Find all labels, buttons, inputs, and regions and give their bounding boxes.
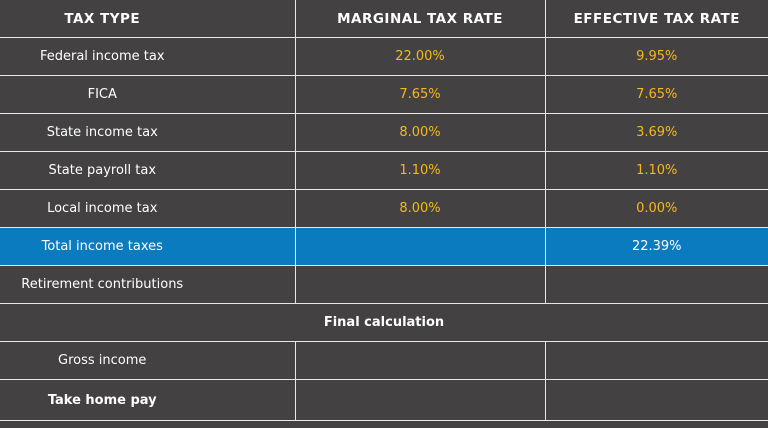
marginal-rate: 8.00%: [294, 189, 546, 228]
empty-cell: [294, 265, 546, 304]
marginal-rate: 8.00%: [294, 113, 546, 152]
tax-row: Federal income tax 22.00% 9.95%: [0, 37, 768, 76]
rows: Federal income tax 22.00% 9.95% FICA 7.65% 7.…: [0, 37, 768, 228]
total-label: Total income taxes: [0, 227, 296, 266]
empty-cell: [294, 227, 546, 266]
retirement-label: Retirement contributions: [0, 265, 296, 304]
tax-type: Federal income tax: [0, 37, 296, 76]
empty-cell: [294, 379, 546, 421]
header-cell: EFFECTIVE TAX RATE: [544, 0, 768, 38]
effective-rate: 3.69%: [544, 113, 768, 152]
marginal-rate: 22.00%: [294, 37, 546, 76]
tax-type: FICA: [0, 75, 296, 114]
take-home-row: Take home pay: [0, 379, 768, 421]
empty-cell: [544, 341, 768, 380]
empty-cell: [544, 265, 768, 304]
empty-cell: [544, 379, 768, 421]
effective-rate: 0.00%: [544, 189, 768, 228]
retirement-row: Retirement contributions: [0, 265, 768, 304]
take-home-label: Take home pay: [0, 379, 296, 421]
empty-cell: [294, 341, 546, 380]
gross-label: Gross income: [0, 341, 296, 380]
tax-row: Local income tax 8.00% 0.00%: [0, 189, 768, 228]
header-row: TAX TYPE MARGINAL TAX RATE EFFECTIVE TAX…: [0, 0, 768, 38]
header-cell: TAX TYPE: [0, 0, 296, 38]
tax-type: State income tax: [0, 113, 296, 152]
marginal-rate: 7.65%: [294, 75, 546, 114]
tax-row: State income tax 8.00% 3.69%: [0, 113, 768, 152]
tax-type: State payroll tax: [0, 151, 296, 190]
effective-rate: 1.10%: [544, 151, 768, 190]
header-cell: MARGINAL TAX RATE: [294, 0, 546, 38]
gross-row: Gross income: [0, 341, 768, 380]
total-row: Total income taxes 22.39%: [0, 227, 768, 266]
tax-row: State payroll tax 1.10% 1.10%: [0, 151, 768, 190]
effective-rate: 9.95%: [544, 37, 768, 76]
marginal-rate: 1.10%: [294, 151, 546, 190]
tax-row: FICA 7.65% 7.65%: [0, 75, 768, 114]
section-row: Final calculation: [0, 303, 768, 342]
tax-type: Local income tax: [0, 189, 296, 228]
effective-rate: 7.65%: [544, 75, 768, 114]
section-label: Final calculation: [0, 303, 768, 342]
total-effective: 22.39%: [544, 227, 768, 266]
